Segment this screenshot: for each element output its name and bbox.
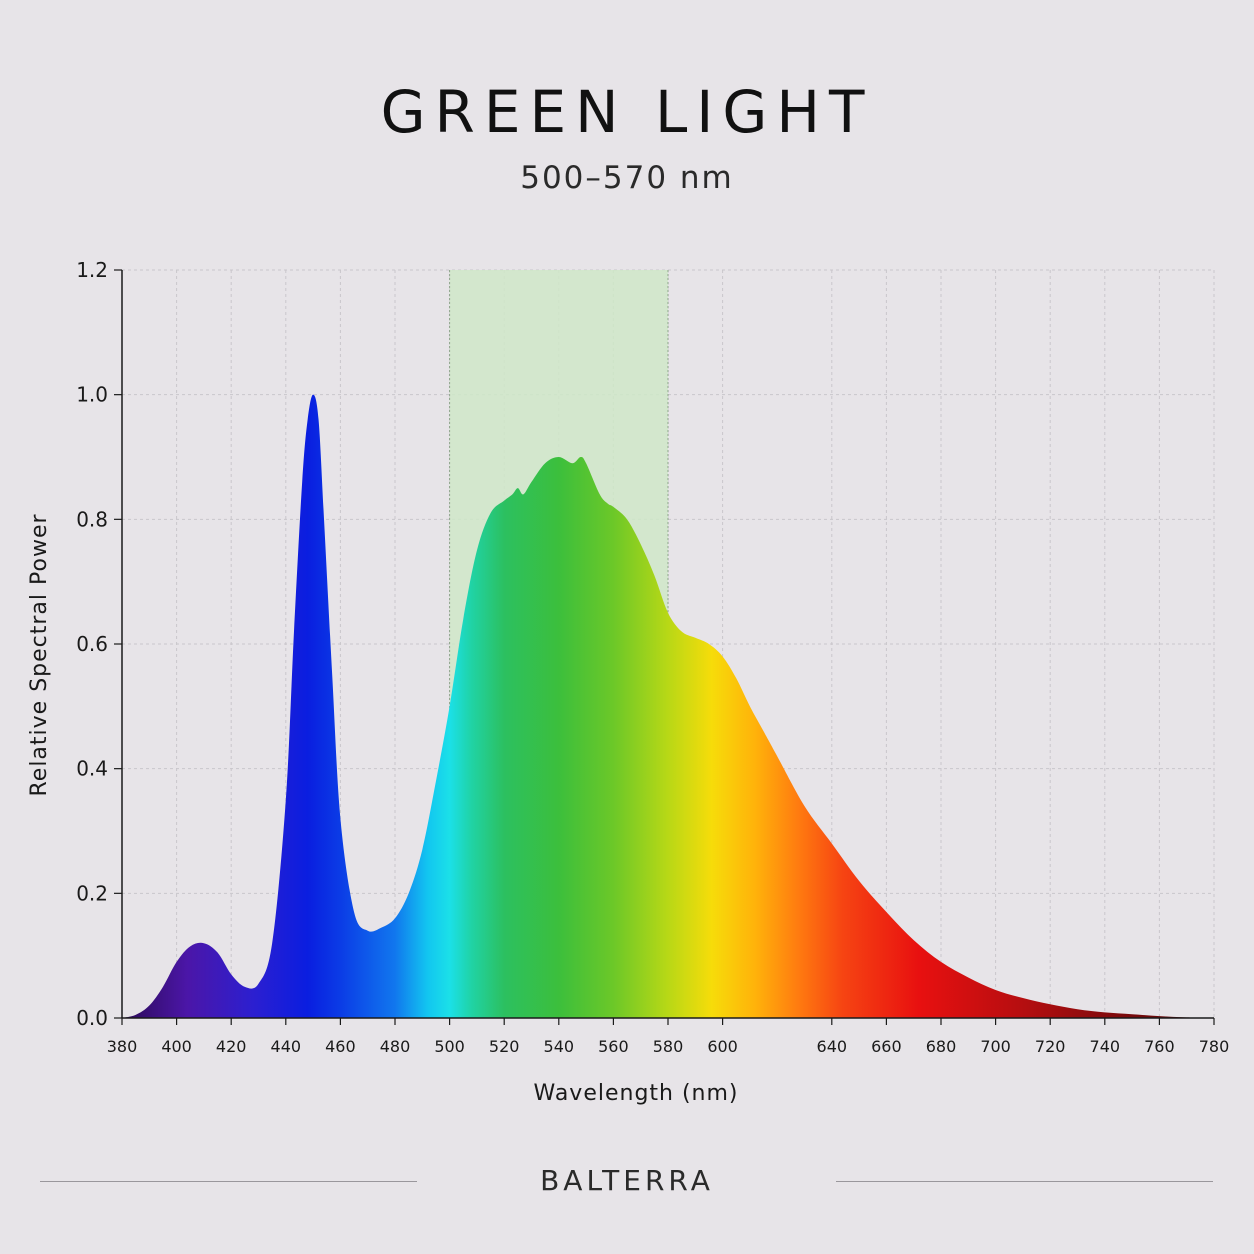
y-tick-label-6: 1.2 — [76, 258, 108, 282]
x-tick-label-18: 760 — [1144, 1037, 1175, 1056]
brand-logo-text: BALTERRA — [540, 1164, 714, 1197]
x-tick-label-1: 400 — [161, 1037, 192, 1056]
x-tick-label-7: 520 — [489, 1037, 520, 1056]
footer-rule-right — [836, 1181, 1213, 1182]
x-tick-label-19: 780 — [1199, 1037, 1230, 1056]
x-tick-label-0: 380 — [107, 1037, 138, 1056]
x-tick-label-4: 460 — [325, 1037, 356, 1056]
x-tick-label-9: 560 — [598, 1037, 629, 1056]
footer-rule-left — [40, 1181, 417, 1182]
chart-subtitle: 500–570 nm — [520, 160, 734, 196]
x-tick-label-10: 580 — [653, 1037, 684, 1056]
x-tick-label-16: 720 — [1035, 1037, 1066, 1056]
y-tick-label-3: 0.6 — [76, 632, 108, 656]
x-tick-label-15: 700 — [980, 1037, 1011, 1056]
x-tick-label-8: 540 — [544, 1037, 575, 1056]
y-tick-label-2: 0.4 — [76, 757, 108, 781]
x-tick-label-14: 680 — [926, 1037, 957, 1056]
y-tick-label-0: 0.0 — [76, 1006, 108, 1030]
x-tick-label-6: 500 — [434, 1037, 465, 1056]
x-tick-label-17: 740 — [1090, 1037, 1121, 1056]
spectrum-area — [122, 394, 1214, 1018]
y-axis-ticks: 0.0 0.2 0.4 0.6 0.8 1.0 1.2 — [76, 258, 122, 1030]
y-tick-label-5: 1.0 — [76, 383, 108, 407]
x-axis-ticks: 380 400 420 440 460 480 500 520 540 560 580 600 640 6… — [107, 1018, 1230, 1056]
chart-title: GREEN LIGHT — [380, 78, 874, 146]
x-tick-label-3: 440 — [271, 1037, 302, 1056]
y-tick-label-4: 0.8 — [76, 507, 108, 531]
x-tick-label-12: 640 — [817, 1037, 848, 1056]
x-tick-label-2: 420 — [216, 1037, 247, 1056]
x-tick-label-13: 660 — [871, 1037, 902, 1056]
y-tick-label-1: 0.2 — [76, 881, 108, 905]
x-tick-label-5: 480 — [380, 1037, 411, 1056]
y-axis-label: Relative Spectral Power — [27, 513, 52, 796]
x-tick-label-11: 600 — [707, 1037, 738, 1056]
x-axis-label: Wavelength (nm) — [533, 1081, 738, 1106]
